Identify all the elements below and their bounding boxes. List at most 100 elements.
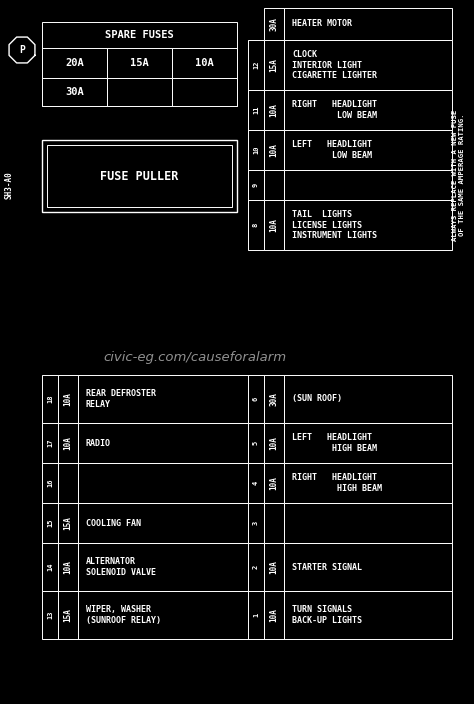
Text: RIGHT   HEADLIGHT
         LOW BEAM: RIGHT HEADLIGHT LOW BEAM: [292, 100, 377, 120]
Bar: [264, 503, 284, 543]
Bar: [58, 543, 78, 591]
Bar: [78, 543, 263, 591]
Bar: [42, 543, 58, 591]
Bar: [172, 78, 237, 106]
Bar: [284, 40, 452, 90]
Bar: [248, 463, 264, 503]
Text: 30A: 30A: [65, 87, 84, 97]
Bar: [284, 591, 452, 639]
Bar: [78, 591, 263, 639]
Bar: [264, 543, 284, 591]
Text: WIPER, WASHER
(SUNROOF RELAY): WIPER, WASHER (SUNROOF RELAY): [86, 605, 161, 624]
Bar: [284, 375, 452, 423]
Text: 10A: 10A: [270, 608, 279, 622]
Text: 10A: 10A: [270, 436, 279, 450]
Text: COOLING FAN: COOLING FAN: [86, 519, 141, 527]
Text: STARTER SIGNAL: STARTER SIGNAL: [292, 562, 362, 572]
Text: 17: 17: [47, 439, 53, 447]
Text: TURN SIGNALS
BACK-UP LIGHTS: TURN SIGNALS BACK-UP LIGHTS: [292, 605, 362, 624]
Bar: [284, 463, 452, 503]
Text: 10A: 10A: [270, 560, 279, 574]
Text: 2: 2: [253, 565, 259, 569]
Bar: [58, 591, 78, 639]
Text: 9: 9: [253, 183, 259, 187]
Bar: [42, 48, 107, 78]
Text: RADIO: RADIO: [86, 439, 111, 448]
Bar: [248, 200, 264, 250]
Bar: [42, 140, 237, 212]
Bar: [284, 90, 452, 130]
Text: SH3-A0: SH3-A0: [4, 171, 13, 199]
Text: 30A: 30A: [270, 17, 279, 31]
Bar: [107, 78, 172, 106]
Text: 10A: 10A: [195, 58, 214, 68]
Bar: [42, 463, 58, 503]
Bar: [78, 503, 263, 543]
Text: 1: 1: [253, 613, 259, 617]
Bar: [264, 375, 284, 423]
Text: RIGHT   HEADLIGHT
         HIGH BEAM: RIGHT HEADLIGHT HIGH BEAM: [292, 473, 382, 493]
Bar: [248, 130, 264, 170]
Text: LEFT   HEADLIGHT
        LOW BEAM: LEFT HEADLIGHT LOW BEAM: [292, 140, 372, 160]
Text: 8: 8: [253, 223, 259, 227]
Text: 6: 6: [253, 397, 259, 401]
Bar: [42, 591, 58, 639]
Bar: [58, 375, 78, 423]
Bar: [248, 423, 264, 463]
Text: 14: 14: [47, 562, 53, 571]
Text: 10A: 10A: [270, 476, 279, 490]
Bar: [264, 463, 284, 503]
Bar: [78, 463, 263, 503]
Bar: [42, 375, 58, 423]
Text: P: P: [19, 45, 25, 55]
Text: 10: 10: [253, 146, 259, 154]
Text: ALTERNATOR
SOLENOID VALVE: ALTERNATOR SOLENOID VALVE: [86, 558, 156, 577]
Bar: [248, 503, 264, 543]
Text: 30A: 30A: [270, 392, 279, 406]
Bar: [42, 423, 58, 463]
Text: SPARE FUSES: SPARE FUSES: [105, 30, 174, 40]
Bar: [284, 423, 452, 463]
Text: HEATER MOTOR: HEATER MOTOR: [292, 20, 352, 28]
Text: (SUN ROOF): (SUN ROOF): [292, 394, 342, 403]
Bar: [107, 48, 172, 78]
Bar: [42, 78, 107, 106]
Text: 3: 3: [253, 521, 259, 525]
Bar: [264, 90, 284, 130]
Bar: [42, 22, 237, 106]
Bar: [78, 375, 263, 423]
Text: 15A: 15A: [270, 58, 279, 72]
Text: ALWAYS REPLACE WITH A NEW FUSE
OF THE SAME AMPERAGE RATING.: ALWAYS REPLACE WITH A NEW FUSE OF THE SA…: [453, 109, 465, 241]
Text: civic-eg.com/causeforalarm: civic-eg.com/causeforalarm: [103, 351, 287, 365]
Text: 18: 18: [47, 395, 53, 403]
Text: 10A: 10A: [64, 392, 73, 406]
Text: 15A: 15A: [64, 608, 73, 622]
Bar: [264, 130, 284, 170]
Text: 4: 4: [253, 481, 259, 485]
Bar: [58, 463, 78, 503]
Text: 12: 12: [253, 61, 259, 69]
Bar: [248, 170, 264, 200]
Bar: [284, 8, 452, 40]
Text: 16: 16: [47, 479, 53, 487]
Bar: [248, 591, 264, 639]
Text: LEFT   HEADLIGHT
        HIGH BEAM: LEFT HEADLIGHT HIGH BEAM: [292, 433, 377, 453]
Text: 10A: 10A: [270, 103, 279, 117]
Bar: [248, 543, 264, 591]
Text: 15A: 15A: [64, 516, 73, 530]
Bar: [58, 503, 78, 543]
Bar: [264, 200, 284, 250]
Bar: [284, 170, 452, 200]
Bar: [58, 423, 78, 463]
Bar: [264, 423, 284, 463]
Text: 15A: 15A: [130, 58, 149, 68]
Bar: [264, 170, 284, 200]
Text: REAR DEFROSTER
RELAY: REAR DEFROSTER RELAY: [86, 389, 156, 409]
Bar: [172, 48, 237, 78]
Bar: [42, 503, 58, 543]
Text: CLOCK
INTERIOR LIGHT
CIGARETTE LIGHTER: CLOCK INTERIOR LIGHT CIGARETTE LIGHTER: [292, 50, 377, 80]
Text: 20A: 20A: [65, 58, 84, 68]
Bar: [47, 145, 232, 207]
Text: 13: 13: [47, 611, 53, 620]
Bar: [248, 40, 264, 90]
